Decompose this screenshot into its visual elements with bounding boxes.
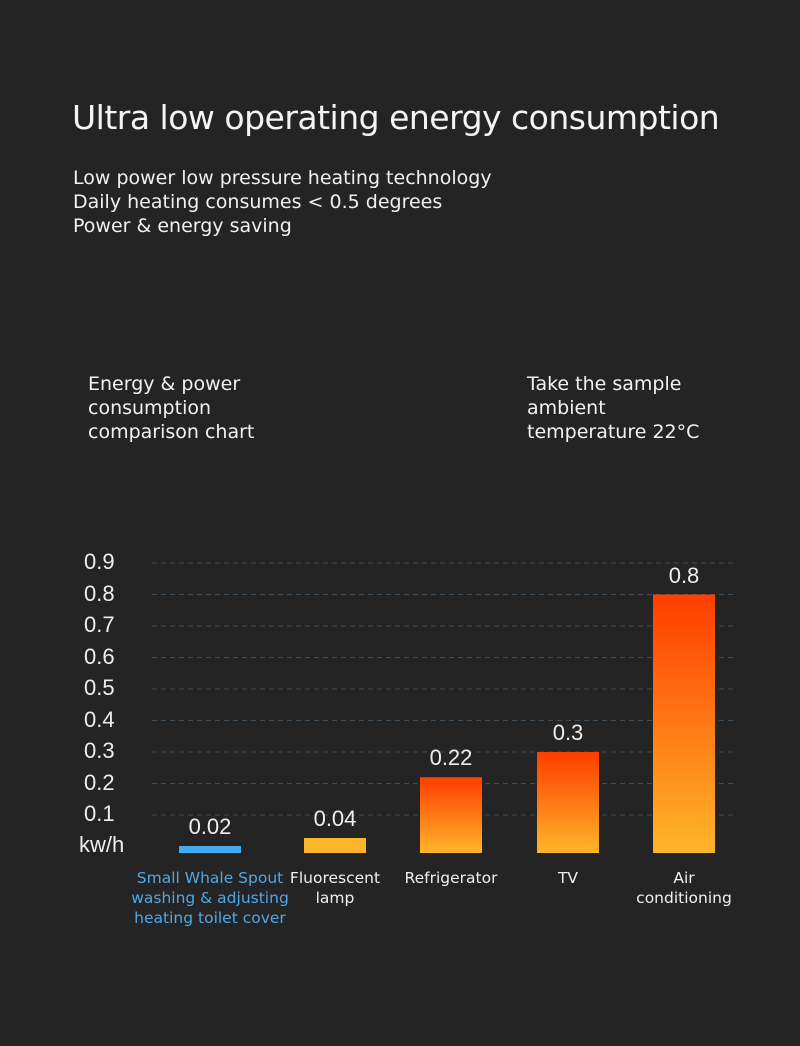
bar xyxy=(420,777,482,853)
bar-value-label: 0.02 xyxy=(188,814,232,839)
y-tick-label: 0.6 xyxy=(84,643,115,669)
note-line: Energy & power xyxy=(88,373,241,395)
page-title: Ultra low operating energy consumption xyxy=(72,98,720,137)
subtitle-line: Power & energy saving xyxy=(73,215,292,237)
bar xyxy=(304,838,366,853)
y-tick-label: 0.2 xyxy=(84,769,115,795)
bar xyxy=(179,846,241,853)
bar xyxy=(653,594,715,853)
x-tick-label-line: heating toilet cover xyxy=(134,909,286,927)
y-tick-label: 0.8 xyxy=(84,580,115,606)
note-line: temperature 22°C xyxy=(527,421,700,443)
y-axis-unit: kw/h xyxy=(79,832,125,857)
x-tick-label-line: Refrigerator xyxy=(404,869,498,887)
x-tick-label: Fluorescent lamp xyxy=(255,868,415,908)
subtitle-block: Low power low pressure heating technolog… xyxy=(73,166,492,238)
bar xyxy=(537,752,599,853)
x-tick-label-line: Small Whale Spout xyxy=(136,869,284,887)
bar-value-label: 0.3 xyxy=(552,720,584,745)
y-tick-label: 0.4 xyxy=(84,706,115,732)
x-tick-label: Air conditioning xyxy=(604,868,764,908)
bar-value-label: 0.22 xyxy=(429,745,473,771)
x-tick-label-line: lamp xyxy=(315,889,355,907)
note-line: comparison chart xyxy=(88,421,255,443)
x-tick-label-line: TV xyxy=(557,869,579,887)
y-tick-label: 0.7 xyxy=(84,612,115,637)
x-tick-label: Refrigerator xyxy=(371,868,531,888)
note-line: consumption xyxy=(88,397,212,419)
x-tick-label: TV xyxy=(488,868,648,888)
y-tick-label: 0.1 xyxy=(84,801,115,826)
subtitle-line: Low power low pressure heating technolog… xyxy=(73,167,492,189)
note-line: ambient xyxy=(527,397,606,419)
subtitle-line: Daily heating consumes < 0.5 degrees xyxy=(73,191,443,213)
bar-value-label: 0.04 xyxy=(313,806,357,831)
x-tick-label: Small Whale Spout washing & adjusting heat… xyxy=(130,868,290,928)
y-tick-label: 0.5 xyxy=(84,675,115,700)
x-tick-label-line: conditioning xyxy=(636,889,732,907)
x-tick-label-line: Fluorescent xyxy=(289,869,381,887)
bars xyxy=(179,594,715,853)
chart-title-note: Energy & power consumption comparison ch… xyxy=(88,372,254,444)
y-tick-label: 0.3 xyxy=(84,738,115,763)
sample-temperature-note: Take the sample ambient temperature 22°C xyxy=(527,372,699,444)
bar-value-label: 0.8 xyxy=(668,562,700,588)
note-line: Take the sample xyxy=(527,373,682,395)
x-tick-label-line: Air xyxy=(673,869,695,887)
y-tick-label: 0.9 xyxy=(84,549,115,574)
x-tick-label-line: washing & adjusting xyxy=(131,889,289,907)
